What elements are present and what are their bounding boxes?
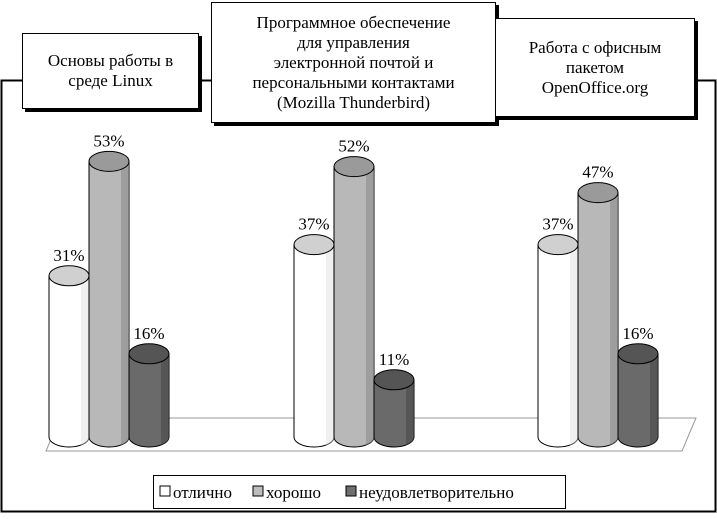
value-label: 16% bbox=[133, 324, 164, 343]
bar-shade bbox=[161, 353, 169, 445]
bar-top bbox=[48, 265, 90, 287]
category-title-thunderbird: Программное обеспечение для управления э… bbox=[211, 2, 496, 123]
bar-shade bbox=[366, 166, 374, 445]
legend-box bbox=[153, 475, 566, 509]
category-title-openoffice: Работа с офисным пакетом OpenOffice.org bbox=[495, 18, 695, 117]
bar-shade bbox=[326, 244, 334, 445]
bar-3-неудовлетворительно bbox=[617, 343, 659, 448]
legend-label-2: хорошо bbox=[266, 483, 321, 502]
bar-shade bbox=[610, 192, 618, 445]
bar-shade bbox=[121, 161, 129, 445]
bar-3-хорошо bbox=[577, 182, 619, 448]
bar-shade bbox=[570, 244, 578, 445]
bar-top bbox=[88, 150, 130, 172]
category-title-linux: Основы работы в среде Linux bbox=[22, 33, 199, 109]
bar-2-отлично bbox=[293, 234, 335, 448]
legend-swatch-3 bbox=[345, 485, 357, 497]
value-label: 53% bbox=[93, 131, 124, 150]
value-label: 31% bbox=[53, 246, 84, 265]
bar-top bbox=[577, 182, 619, 204]
value-label: 52% bbox=[338, 137, 369, 156]
legend-swatch-1 bbox=[159, 485, 171, 497]
value-label: 47% bbox=[582, 163, 613, 182]
bar-shade bbox=[81, 275, 89, 445]
legend-label-1: отлично bbox=[173, 483, 232, 502]
bar-2-хорошо bbox=[333, 156, 375, 448]
bar-2-неудовлетворительно bbox=[373, 369, 415, 448]
bar-1-отлично bbox=[48, 265, 90, 448]
legend-swatch-2 bbox=[252, 485, 264, 497]
bar-1-хорошо bbox=[88, 150, 130, 448]
bar-top bbox=[128, 343, 170, 365]
legend-label-3: неудовлетворительно bbox=[359, 483, 514, 502]
bar-3-отлично bbox=[537, 234, 579, 448]
bar-shade bbox=[650, 353, 658, 445]
bar-top bbox=[293, 234, 335, 256]
bar-top bbox=[617, 343, 659, 365]
bar-top bbox=[333, 156, 375, 178]
legend: отлично хорошо неудовлетворительно bbox=[153, 475, 566, 509]
bar-shade bbox=[406, 379, 414, 445]
value-label: 37% bbox=[298, 215, 329, 234]
value-label: 37% bbox=[542, 215, 573, 234]
value-label: 11% bbox=[379, 350, 410, 369]
bar-1-неудовлетворительно bbox=[128, 343, 170, 448]
bar-top bbox=[537, 234, 579, 256]
bar-top bbox=[373, 369, 415, 391]
value-label: 16% bbox=[622, 324, 653, 343]
